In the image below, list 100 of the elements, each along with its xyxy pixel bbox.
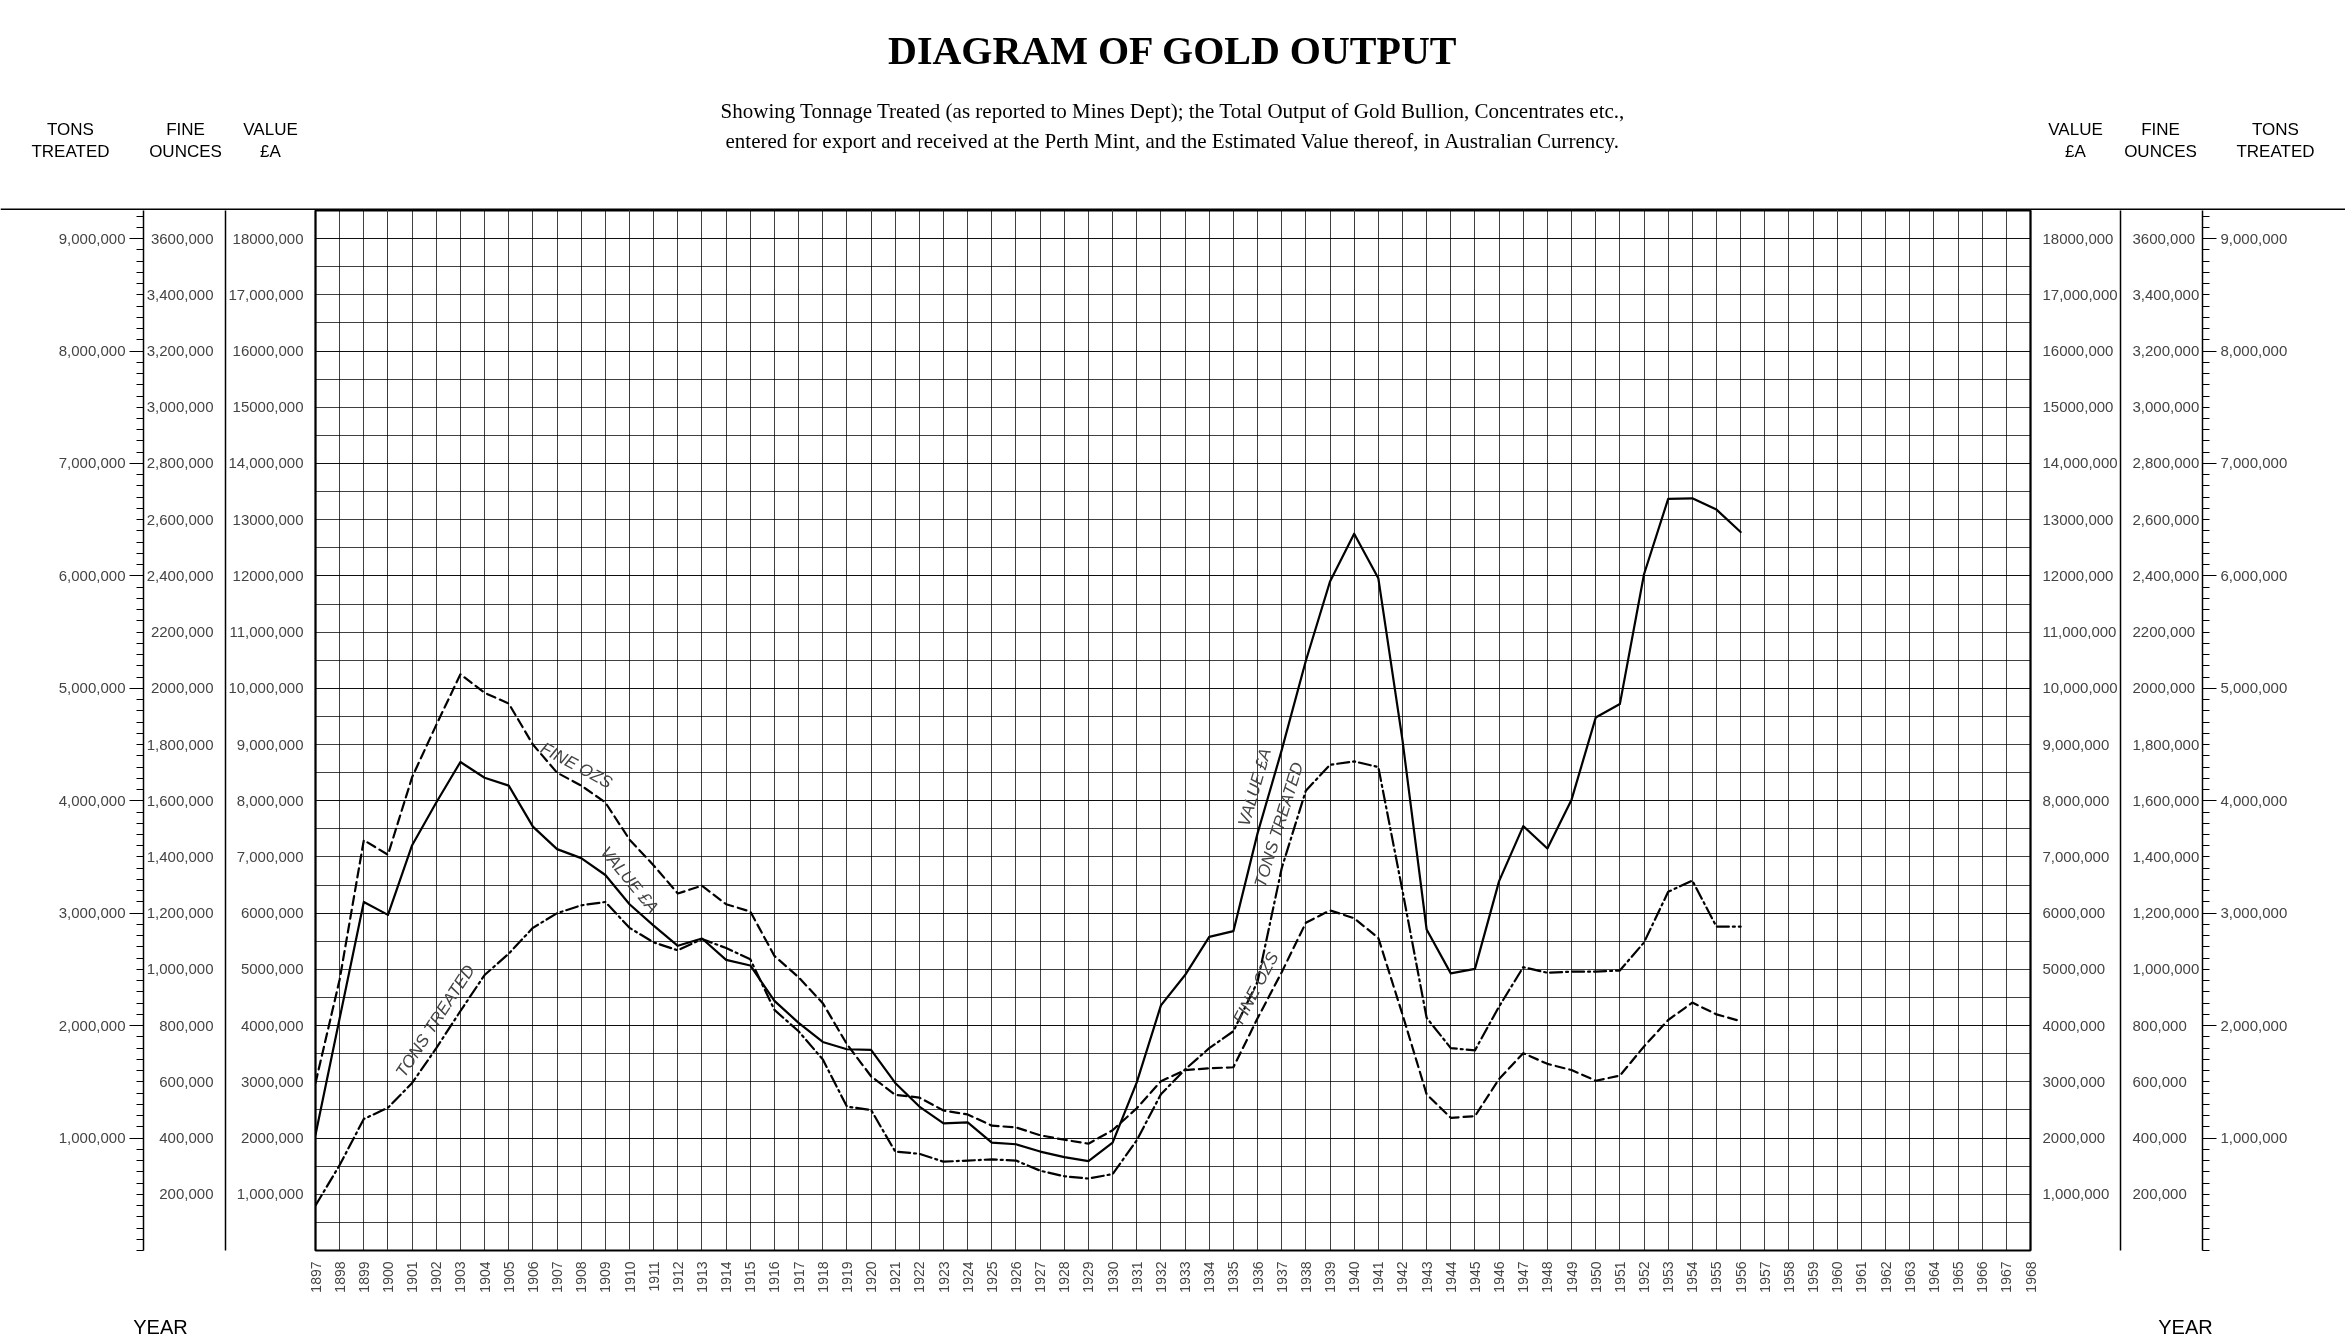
text: 4000,000 — [2042, 1016, 2106, 1034]
y3-tick-label: 17,000,000 — [228, 285, 304, 303]
y2-tick-label: 3,400,000 — [146, 285, 214, 303]
x-tick-label: 1951 — [1611, 1261, 1628, 1293]
x-tick-label: 1967 — [1998, 1261, 2015, 1293]
x-tick-label: 1943 — [1418, 1261, 1435, 1293]
y-tick-label: 6,000,000 — [58, 566, 126, 584]
text: YEAR — [2158, 1315, 2213, 1338]
y2-tick-label: 2200,000 — [150, 623, 214, 641]
y3-tick-label: 13000,000 — [232, 510, 304, 528]
x-tick-label: 1909 — [597, 1261, 614, 1293]
x-tick-label: 1931 — [1128, 1261, 1145, 1293]
text: 13000,000 — [2042, 510, 2114, 528]
text: TONS TREATED — [2236, 119, 2315, 162]
y-tick-label: 3,000,000 — [58, 904, 126, 922]
y2-tick-label: 1,600,000 — [146, 791, 214, 809]
text: 3,200,000 — [2132, 342, 2200, 360]
text: 1,000,000 — [2132, 960, 2200, 978]
x-tick-label: 1901 — [404, 1261, 421, 1293]
x-tick-label: 1902 — [428, 1261, 445, 1293]
text: 2200,000 — [2132, 623, 2196, 641]
x-tick-label: 1946 — [1491, 1261, 1508, 1293]
text: FINE OUNCES — [2124, 119, 2197, 162]
y-tick-label: 7,000,000 — [58, 454, 126, 472]
text: 1,600,000 — [2132, 791, 2200, 809]
y3-tick-label: 15000,000 — [232, 398, 304, 416]
text: 18000,000 — [2042, 229, 2114, 247]
x-tick-label: 1918 — [814, 1261, 831, 1293]
text: 3600,000 — [2132, 229, 2196, 247]
x-tick-label: 1942 — [1394, 1261, 1411, 1293]
x-tick-label: 1904 — [476, 1261, 493, 1293]
text: 1,800,000 — [2132, 735, 2200, 753]
text: 14,000,000 — [2042, 454, 2118, 472]
x-tick-label: 1944 — [1442, 1261, 1459, 1293]
text: 17,000,000 — [2042, 285, 2118, 303]
y3-tick-label: 2000,000 — [240, 1129, 304, 1147]
x-tick-label: 1958 — [1780, 1261, 1797, 1293]
text: 10,000,000 — [2042, 679, 2118, 697]
x-tick-label: 1903 — [452, 1261, 469, 1293]
x-tick-label: 1937 — [1273, 1261, 1290, 1293]
chart-subtitle: Showing Tonnage Treated (as reported to Mines Dept); the Total Output of Gold Bullion, Concentrates etc., entered for export and received at the Perth Mint, and the Estimated Value thereof, in Australian Currency. — [720, 98, 1625, 153]
text: 2000,000 — [2132, 679, 2196, 697]
text: 11,000,000 — [2042, 623, 2117, 641]
x-tick-label: 1927 — [1032, 1261, 1049, 1293]
x-tick-label: 1917 — [790, 1261, 807, 1293]
x-tick-label: 1910 — [621, 1261, 638, 1293]
y3-tick-label: 6000,000 — [240, 904, 304, 922]
x-tick-label: 1905 — [500, 1261, 517, 1293]
y3-tick-label: 18000,000 — [232, 229, 304, 247]
y3-tick-label: 5000,000 — [240, 960, 304, 978]
x-tick-label: 1956 — [1732, 1261, 1749, 1293]
x-tick-label: 1908 — [573, 1261, 590, 1293]
x-tick-label: 1957 — [1756, 1261, 1773, 1293]
x-tick-label: 1948 — [1539, 1261, 1556, 1293]
x-tick-label: 1945 — [1466, 1261, 1483, 1293]
x-tick-label: 1915 — [742, 1261, 759, 1293]
chart-title: DIAGRAM OF GOLD OUTPUT — [888, 28, 1457, 73]
x-tick-label: 1949 — [1563, 1261, 1580, 1293]
text: 16000,000 — [2042, 342, 2114, 360]
text: 9,000,000 — [2220, 229, 2288, 247]
y3-tick-label: 10,000,000 — [228, 679, 304, 697]
x-tick-label: 1926 — [1007, 1261, 1024, 1293]
text: 4,000,000 — [2220, 791, 2288, 809]
y2-tick-label: 600,000 — [159, 1072, 214, 1090]
text: 400,000 — [2132, 1129, 2187, 1147]
x-tick-label: 1920 — [863, 1261, 880, 1293]
text: 5,000,000 — [2220, 679, 2288, 697]
x-tick-label: 1955 — [1708, 1261, 1725, 1293]
x-tick-label: 1928 — [1056, 1261, 1073, 1293]
x-tick-label: 1940 — [1346, 1261, 1363, 1293]
x-tick-label: 1929 — [1080, 1261, 1097, 1293]
text: 8,000,000 — [2220, 342, 2288, 360]
y2-tick-label: 200,000 — [159, 1185, 214, 1203]
text: 3,000,000 — [2132, 398, 2200, 416]
x-tick-label: 1924 — [959, 1261, 976, 1293]
y-axis-title: TONS TREATED — [31, 119, 110, 162]
text: 7,000,000 — [2220, 454, 2288, 472]
y2-tick-label: 2,600,000 — [146, 510, 214, 528]
x-tick-label: 1907 — [549, 1261, 566, 1293]
x-tick-label: 1947 — [1515, 1261, 1532, 1293]
x-tick-label: 1911 — [645, 1261, 662, 1292]
x-tick-label: 1963 — [1901, 1261, 1918, 1293]
y2-tick-label: 800,000 — [159, 1016, 214, 1034]
x-tick-label: 1930 — [1104, 1261, 1121, 1293]
x-tick-label: 1965 — [1950, 1261, 1967, 1293]
y2-tick-label: 3,000,000 — [146, 398, 214, 416]
text: 200,000 — [2132, 1185, 2187, 1203]
x-tick-label: 1912 — [669, 1261, 686, 1293]
text: 2000,000 — [2042, 1129, 2106, 1147]
y2-axis-title: FINE OUNCES — [149, 119, 222, 162]
x-tick-label: 1954 — [1684, 1261, 1701, 1293]
x-tick-label: 1941 — [1370, 1261, 1387, 1293]
y3-tick-label: 1,000,000 — [236, 1185, 304, 1203]
y-tick-label: 2,000,000 — [58, 1016, 126, 1034]
text: 800,000 — [2132, 1016, 2187, 1034]
y3-tick-label: 8,000,000 — [236, 791, 304, 809]
y3-tick-label: 7,000,000 — [236, 847, 304, 865]
y3-tick-label: 14,000,000 — [228, 454, 304, 472]
x-tick-label: 1899 — [355, 1261, 372, 1293]
y3-axis-title: VALUE £A — [243, 119, 298, 162]
